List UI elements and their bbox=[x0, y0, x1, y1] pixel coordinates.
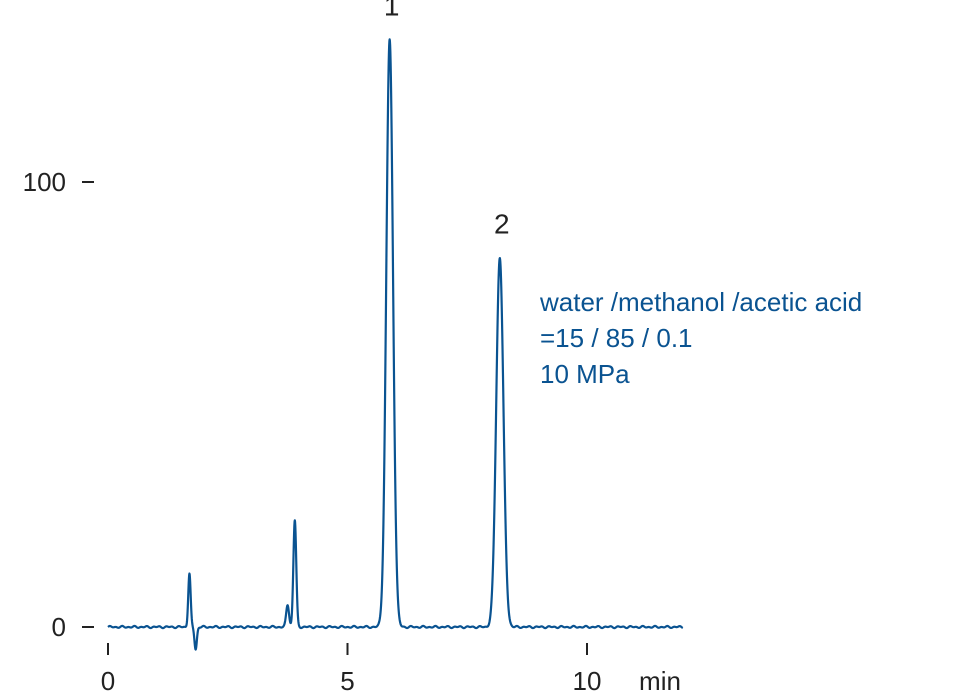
peak-label-1: 1 bbox=[384, 0, 400, 22]
x-axis-unit-label: min bbox=[639, 666, 681, 694]
annotation-line-2: =15 / 85 / 0.1 bbox=[540, 323, 693, 353]
y-tick-label: 0 bbox=[52, 612, 66, 642]
mobile-phase-annotation: water /methanol /acetic acid =15 / 85 / … bbox=[540, 284, 862, 392]
x-axis: 0 5 10 bbox=[101, 643, 602, 694]
y-axis: 0 100 bbox=[23, 167, 94, 642]
y-tick-label: 100 bbox=[23, 167, 66, 197]
x-tick-label: 0 bbox=[101, 666, 115, 694]
x-tick-label: 5 bbox=[340, 666, 354, 694]
chromatogram-trace bbox=[107, 38, 684, 651]
annotation-line-3: 10 MPa bbox=[540, 359, 630, 389]
x-tick-label: 10 bbox=[573, 666, 602, 694]
peak-label-2: 2 bbox=[494, 209, 510, 240]
peak-labels: 12 bbox=[384, 0, 510, 240]
annotation-line-1: water /methanol /acetic acid bbox=[540, 287, 863, 317]
